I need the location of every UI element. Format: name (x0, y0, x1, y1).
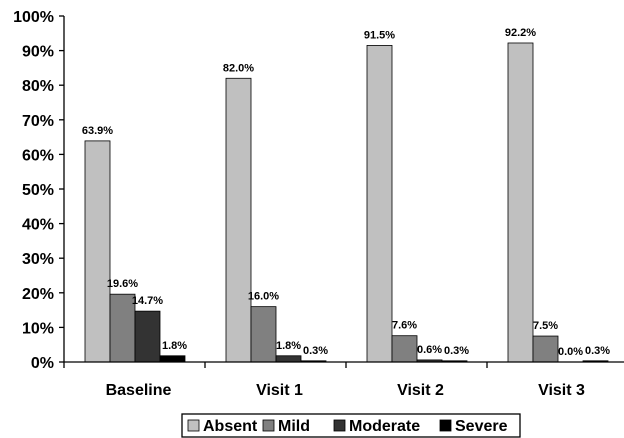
y-tick-label: 10% (22, 320, 54, 337)
bar-mild-baseline (109, 293, 136, 363)
data-label: 7.5% (533, 320, 558, 332)
bar-absent-visit-2 (366, 45, 393, 363)
bar-absent-baseline (84, 140, 111, 363)
y-tick-label: 70% (22, 113, 54, 130)
y-tick-label: 50% (22, 182, 54, 199)
y-tick-label: 60% (22, 147, 54, 164)
legend-label: Mild (278, 418, 310, 435)
data-label: 63.9% (82, 125, 113, 137)
legend-swatch (439, 419, 452, 432)
y-tick-label: 40% (22, 217, 54, 234)
data-labels: 63.9%19.6%14.7%1.8%82.0%16.0%1.8% 0.3%91.… (82, 27, 610, 358)
legend-swatch (187, 419, 200, 432)
bar-severe-baseline (159, 355, 186, 363)
bar-moderate-baseline (134, 310, 161, 363)
y-tick-label: 20% (22, 286, 54, 303)
data-label: 1.8% (276, 340, 301, 352)
data-label: 92.2% (505, 27, 536, 39)
y-tick-label: 90% (22, 44, 54, 61)
x-axis: Baseline Visit 1 Visit 2 Visit 3 (63, 361, 624, 399)
x-category-label: Visit 1 (256, 382, 303, 399)
data-label: 14.7% (132, 295, 163, 307)
data-label: 0.0% (558, 346, 583, 358)
legend: Absent Mild Moderate Severe (181, 413, 521, 438)
data-label: 0.3% (585, 345, 610, 357)
y-tick-label: 0% (31, 355, 54, 372)
y-tick-label: 30% (22, 251, 54, 268)
data-label: 0.6% (417, 344, 442, 356)
y-axis: 0% 10% 20% 30% 40% 50% 60% 70% 80% 90% 100% (13, 9, 65, 372)
y-tick-label: 80% (22, 78, 54, 95)
legend-swatch (262, 419, 275, 432)
data-label: 7.6% (392, 320, 417, 332)
bar-absent-visit-3 (507, 42, 534, 363)
data-label: 82.0% (223, 62, 254, 74)
bar-absent-visit-1 (225, 77, 252, 363)
y-tick-label: 100% (13, 9, 54, 26)
data-label: 91.5% (364, 29, 395, 41)
bar-moderate-visit-1 (275, 355, 302, 363)
data-label: 1.8% (162, 340, 187, 352)
legend-label: Severe (455, 418, 508, 435)
bar-mild-visit-2 (391, 335, 418, 363)
bar-mild-visit-3 (532, 335, 559, 363)
legend-label: Moderate (349, 418, 420, 435)
x-category-label: Baseline (106, 382, 172, 399)
x-category-label: Visit 2 (397, 382, 444, 399)
bar-mild-visit-1 (250, 306, 277, 363)
bars (84, 42, 609, 363)
data-label: 19.6% (107, 278, 138, 290)
data-label: 0.3% (303, 345, 328, 357)
legend-label: Absent (203, 418, 258, 435)
x-category-label: Visit 3 (538, 382, 585, 399)
data-label: 16.0% (248, 291, 279, 303)
legend-swatch (333, 419, 346, 432)
data-label: 0.3% (444, 345, 469, 357)
